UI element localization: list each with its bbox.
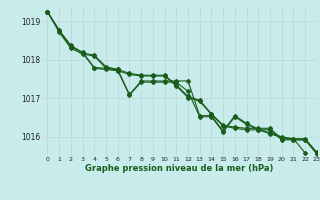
X-axis label: Graphe pression niveau de la mer (hPa): Graphe pression niveau de la mer (hPa) (85, 164, 273, 173)
